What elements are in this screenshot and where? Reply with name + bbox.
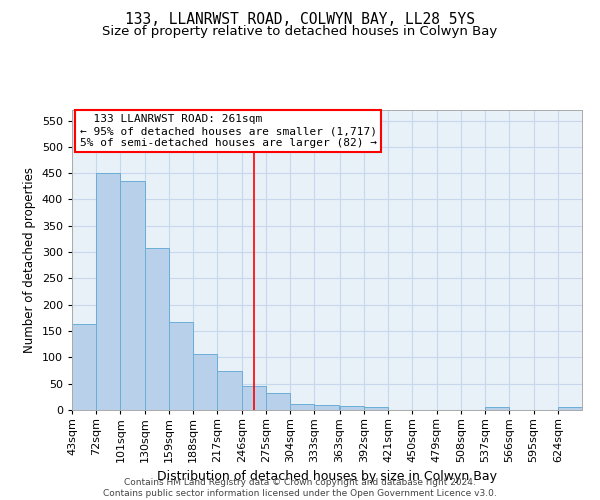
Bar [121,180,145,410]
Bar [145,248,169,410]
Bar [364,408,388,410]
Bar [290,404,314,410]
Bar [169,322,193,410]
Bar [340,406,364,410]
Bar [96,173,121,410]
Text: Size of property relative to detached houses in Colwyn Bay: Size of property relative to detached ho… [103,25,497,38]
Bar [266,392,290,410]
Bar [242,386,266,410]
Bar [485,408,509,410]
X-axis label: Distribution of detached houses by size in Colwyn Bay: Distribution of detached houses by size … [157,470,497,484]
Bar [217,371,242,410]
Bar [193,354,217,410]
Text: 133, LLANRWST ROAD, COLWYN BAY, LL28 5YS: 133, LLANRWST ROAD, COLWYN BAY, LL28 5YS [125,12,475,28]
Bar [314,406,339,410]
Text: Contains HM Land Registry data © Crown copyright and database right 2024.
Contai: Contains HM Land Registry data © Crown c… [103,478,497,498]
Text: 133 LLANRWST ROAD: 261sqm  
← 95% of detached houses are smaller (1,717)
5% of s: 133 LLANRWST ROAD: 261sqm ← 95% of detac… [80,114,377,148]
Y-axis label: Number of detached properties: Number of detached properties [23,167,36,353]
Bar [558,408,582,410]
Bar [72,324,96,410]
